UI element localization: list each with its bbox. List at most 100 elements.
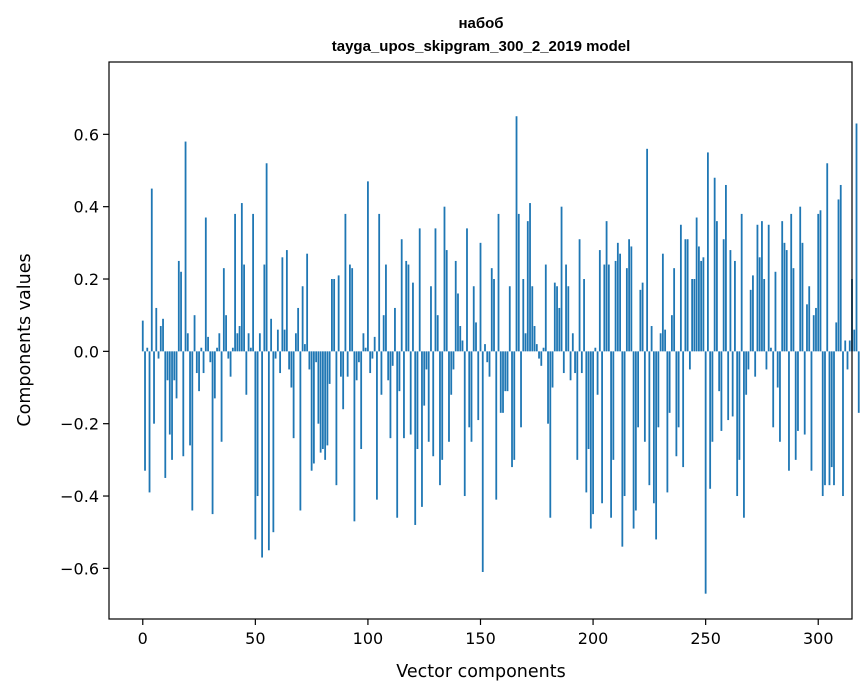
x-tick-label: 0 [138, 629, 148, 648]
bar-176 [538, 351, 540, 359]
bar-251 [707, 152, 709, 352]
bar-171 [526, 221, 529, 352]
bar-227 [652, 351, 655, 504]
bar-30 [209, 351, 212, 363]
bar-233 [666, 351, 669, 493]
bar-287 [788, 351, 790, 471]
bar-190 [569, 351, 572, 381]
bar-174 [533, 326, 536, 352]
bar-236 [673, 268, 676, 352]
bar-103 [373, 336, 376, 352]
bar-309 [837, 199, 840, 352]
bar-140 [457, 293, 459, 352]
bar-180 [547, 351, 549, 424]
bar-81 [324, 351, 327, 460]
y-tick-label: −0.6 [60, 559, 99, 578]
bar-243 [688, 351, 691, 370]
bar-163 [508, 286, 511, 352]
bar-72 [303, 344, 306, 352]
bar-263 [734, 260, 736, 352]
bar-115 [400, 239, 403, 352]
bar-303 [824, 351, 826, 486]
bar-34 [218, 333, 221, 352]
bar-75 [310, 351, 313, 471]
bar-317 [855, 123, 858, 352]
bar-95 [355, 351, 358, 381]
bar-239 [679, 224, 682, 352]
bar-308 [835, 322, 838, 352]
bar-7 [157, 351, 160, 359]
bar-305 [828, 351, 831, 486]
bar-134 [443, 206, 446, 352]
bar-179 [544, 264, 547, 352]
bar-66 [290, 351, 293, 388]
y-tick-label: 0.0 [74, 342, 99, 361]
bar-182 [551, 351, 554, 388]
bar-291 [797, 351, 799, 431]
bar-series [141, 116, 860, 594]
bar-5 [153, 351, 155, 424]
bar-37 [225, 315, 227, 352]
bar-228 [655, 351, 658, 540]
bar-196 [583, 279, 585, 352]
bar-212 [619, 253, 621, 352]
bar-211 [616, 242, 619, 352]
bar-118 [407, 264, 410, 352]
y-tick-label: 0.4 [74, 198, 99, 217]
bar-25 [198, 351, 200, 392]
bar-98 [362, 333, 365, 352]
bar-144 [466, 228, 468, 352]
bar-201 [594, 347, 597, 352]
bar-106 [380, 351, 383, 395]
bar-85 [333, 279, 336, 352]
bar-231 [661, 253, 664, 352]
bar-148 [475, 322, 477, 352]
bar-46 [245, 351, 248, 395]
bar-178 [542, 347, 545, 352]
bar-146 [470, 351, 473, 442]
bar-237 [675, 351, 678, 457]
bar-186 [560, 206, 563, 352]
bar-9 [162, 318, 164, 352]
bar-55 [265, 163, 268, 352]
bar-62 [281, 257, 284, 352]
bar-125 [423, 351, 426, 406]
bar-101 [369, 351, 372, 374]
bar-188 [565, 264, 567, 352]
bar-311 [842, 351, 844, 497]
bar-153 [486, 351, 489, 363]
bar-90 [344, 213, 347, 352]
y-tick-label: 0.2 [74, 270, 99, 289]
bar-141 [459, 326, 462, 352]
bar-175 [535, 344, 538, 352]
bar-225 [648, 351, 651, 486]
bar-0 [141, 320, 144, 352]
bar-162 [506, 351, 509, 392]
bar-79 [319, 351, 322, 453]
bar-111 [391, 351, 394, 366]
bar-83 [328, 351, 331, 384]
bar-135 [445, 250, 448, 352]
bar-202 [596, 351, 599, 395]
bar-244 [691, 279, 694, 352]
bar-289 [792, 268, 795, 352]
bar-60 [276, 329, 279, 352]
bar-129 [432, 351, 435, 457]
bar-51 [256, 351, 259, 497]
bar-54 [263, 264, 266, 352]
bar-215 [625, 268, 628, 352]
bar-165 [513, 351, 516, 460]
bar-270 [749, 289, 752, 352]
bar-76 [312, 351, 315, 464]
bar-168 [520, 351, 522, 428]
bar-265 [738, 351, 741, 460]
bar-126 [425, 351, 428, 370]
bar-292 [799, 206, 802, 352]
bar-57 [270, 318, 273, 352]
bar-221 [639, 289, 642, 352]
bar-121 [414, 351, 417, 525]
bar-160 [502, 351, 504, 413]
bar-151 [481, 351, 484, 572]
bar-185 [558, 307, 561, 352]
bar-92 [349, 264, 351, 352]
